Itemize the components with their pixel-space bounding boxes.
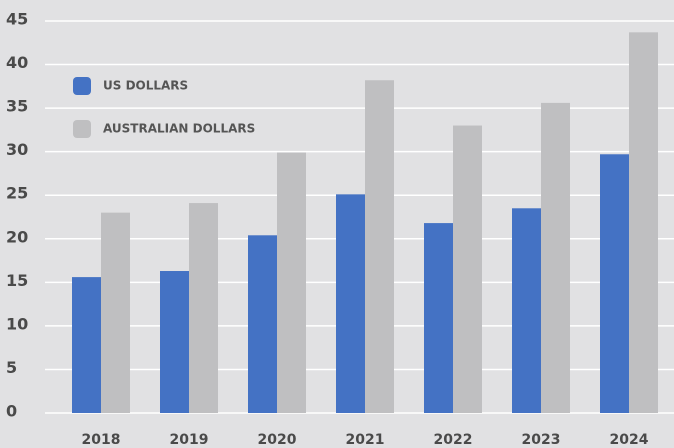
- bar: [248, 235, 277, 413]
- bar: [453, 125, 482, 414]
- bar: [160, 271, 189, 413]
- legend-label: AUSTRALIAN DOLLARS: [103, 122, 255, 136]
- bar: [512, 208, 541, 413]
- y-tick-label: 10: [6, 314, 28, 333]
- y-tick-label: 20: [6, 227, 28, 246]
- y-tick-label: 40: [6, 53, 28, 72]
- y-tick-label: 45: [6, 10, 28, 29]
- bar: [336, 194, 365, 413]
- legend-swatch: [73, 120, 91, 138]
- x-tick-label: 2018: [82, 432, 121, 448]
- x-tick-label: 2022: [434, 432, 473, 448]
- bar: [424, 223, 453, 413]
- y-tick-label: 5: [6, 358, 17, 377]
- bar: [600, 154, 629, 413]
- bar: [101, 212, 130, 413]
- bar: [72, 277, 101, 413]
- y-tick-label: 30: [6, 140, 28, 159]
- bar: [541, 102, 570, 413]
- x-tick-label: 2023: [522, 432, 561, 448]
- y-tick-label: 0: [6, 402, 17, 421]
- bar: [189, 203, 218, 413]
- x-tick-label: 2020: [258, 432, 297, 448]
- y-tick-label: 15: [6, 271, 28, 290]
- bar: [277, 152, 306, 413]
- legend-swatch: [73, 77, 91, 95]
- bar: [629, 32, 658, 414]
- bar: [365, 80, 394, 413]
- x-tick-label: 2019: [170, 432, 209, 448]
- y-tick-label: 35: [6, 97, 28, 116]
- x-tick-label: 2021: [346, 432, 385, 448]
- x-tick-label: 2024: [610, 432, 649, 448]
- y-tick-label: 25: [6, 184, 28, 203]
- legend-label: US DOLLARS: [103, 79, 188, 93]
